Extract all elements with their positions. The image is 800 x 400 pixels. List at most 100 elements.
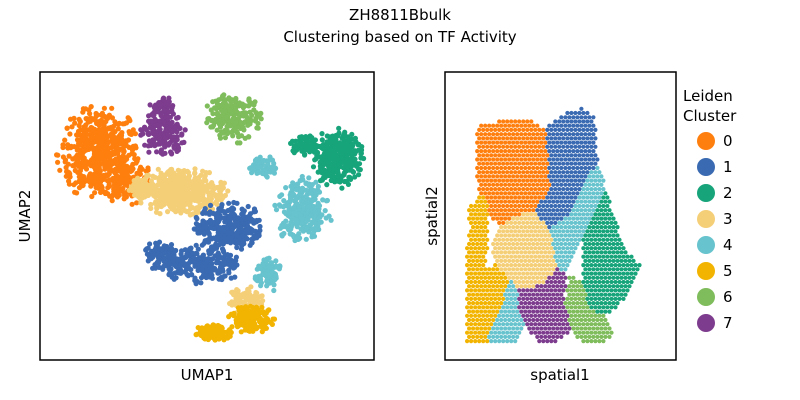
spatial-spot-cluster-5 [503,284,508,289]
spatial-spot-cluster-7 [539,301,544,306]
umap-point-cluster-7 [162,139,168,145]
spatial-spot-cluster-0 [479,149,484,154]
spatial-spot-cluster-0 [495,174,500,179]
spatial-spot-cluster-1 [569,195,574,200]
spatial-spot-cluster-2 [611,267,616,272]
spatial-spot-cluster-1 [557,203,562,209]
spatial-spot-cluster-1 [571,174,576,179]
umap-point-cluster-5 [201,333,207,339]
spatial-spot-cluster-2 [613,229,618,234]
umap-point-cluster-2 [319,131,325,137]
umap-point-cluster-1 [192,277,198,284]
spatial-spot-cluster-6 [565,288,570,293]
umap-point-cluster-1 [226,200,232,206]
spatial-spot-cluster-6 [575,317,580,323]
umap-point-cluster-0 [81,161,87,167]
spatial-spot-cluster-7 [523,301,528,306]
spatial-spot-cluster-5 [479,250,484,255]
spatial-spot-cluster-5 [481,229,486,234]
spatial-spot-cluster-7 [541,322,546,327]
spatial-spot-cluster-4 [559,250,564,255]
spatial-spot-cluster-0 [517,161,522,166]
spatial-spot-cluster-5 [471,250,476,255]
umap-point-cluster-1 [184,251,190,257]
umap-point-cluster-1 [204,237,210,243]
umap-point-cluster-3 [128,184,134,190]
spatial-spot-cluster-0 [503,216,508,221]
umap-point-cluster-0 [81,155,87,161]
spatial-spot-cluster-2 [603,208,608,213]
spatial-spot-cluster-7 [539,317,544,323]
umap-point-cluster-3 [220,195,226,201]
spatial-spot-cluster-3 [525,212,530,217]
umap-point-cluster-3 [177,181,184,187]
umap-point-cluster-6 [216,97,222,103]
umap-point-cluster-3 [213,192,219,198]
umap-point-cluster-4 [297,178,303,184]
spatial-spot-cluster-5 [477,296,482,301]
umap-point-cluster-3 [166,169,172,175]
spatial-spot-cluster-0 [541,170,546,175]
spatial-spot-cluster-4 [511,317,516,323]
spatial-spot-cluster-3 [549,254,554,259]
spatial-spot-cluster-6 [601,339,606,344]
spatial-spot-cluster-4 [553,246,558,251]
umap-point-cluster-3 [193,181,199,188]
spatial-spot-cluster-0 [499,174,504,179]
spatial-spot-cluster-3 [513,263,518,268]
spatial-spot-cluster-4 [495,317,500,323]
spatial-spot-cluster-0 [537,187,542,192]
umap-point-cluster-1 [257,223,263,230]
spatial-spot-cluster-3 [499,225,504,230]
spatial-spot-cluster-7 [557,271,562,276]
umap-point-cluster-4 [283,185,289,191]
spatial-spot-cluster-3 [537,246,542,251]
spatial-spot-cluster-0 [503,174,508,179]
spatial-spot-cluster-5 [469,313,474,318]
umap-point-cluster-1 [195,230,201,236]
spatial-spot-cluster-3 [519,225,524,230]
spatial-spot-cluster-3 [529,263,534,268]
spatial-spot-cluster-5 [477,330,482,335]
spatial-spot-cluster-1 [567,199,572,204]
spatial-spot-cluster-5 [483,208,488,213]
spatial-spot-cluster-0 [495,157,500,162]
umap-point-cluster-0 [86,107,92,113]
spatial-spot-cluster-1 [581,178,586,183]
spatial-spot-cluster-2 [591,292,596,297]
spatial-spot-cluster-4 [507,284,512,289]
spatial-spot-cluster-0 [491,199,496,204]
spatial-spot-cluster-5 [467,250,472,255]
spatial-spot-cluster-5 [465,330,470,335]
spatial-spot-cluster-5 [483,309,488,314]
umap-point-cluster-6 [229,118,235,124]
spatial-spot-cluster-2 [587,250,592,255]
spatial-spot-cluster-7 [521,288,526,293]
spatial-spot-cluster-2 [607,199,612,204]
umap-point-cluster-5 [215,322,221,329]
spatial-spot-cluster-1 [549,178,554,183]
umap-point-cluster-0 [130,166,136,172]
umap-point-cluster-7 [169,151,175,157]
spatial-spot-cluster-5 [483,326,488,331]
spatial-spot-cluster-0 [543,149,548,154]
spatial-spot-cluster-2 [611,225,616,230]
spatial-spot-cluster-1 [571,157,576,162]
spatial-spot-cluster-0 [505,187,510,192]
spatial-spot-cluster-5 [473,246,478,251]
spatial-spot-cluster-1 [549,153,554,158]
umap-point-cluster-1 [221,260,228,266]
spatial-spot-cluster-2 [587,233,592,238]
spatial-spot-cluster-7 [525,322,530,327]
spatial-spot-cluster-0 [481,178,486,183]
spatial-spot-cluster-3 [541,237,546,242]
umap-point-cluster-1 [232,218,238,224]
spatial-spot-cluster-3 [517,246,522,251]
spatial-spot-cluster-5 [481,305,486,310]
spatial-spot-cluster-2 [599,258,604,263]
umap-point-cluster-6 [219,107,225,114]
spatial-spot-cluster-2 [609,288,614,293]
umap-point-cluster-4 [306,175,312,181]
spatial-spot-cluster-0 [507,157,512,162]
spatial-spot-cluster-6 [577,322,582,327]
